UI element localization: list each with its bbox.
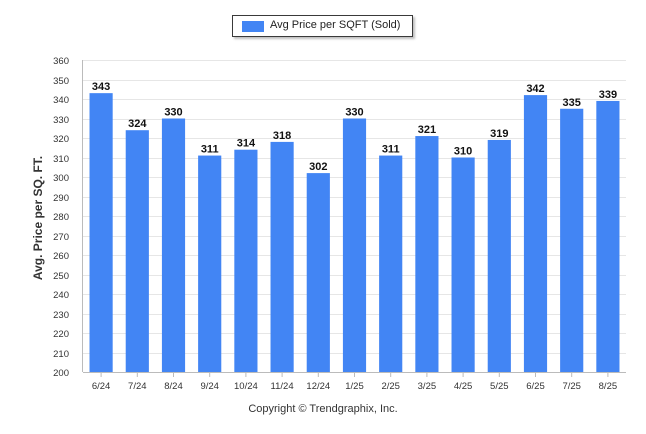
bar: [596, 100, 620, 372]
data-label: 311: [201, 144, 219, 156]
bar: [487, 139, 511, 372]
data-label: 318: [273, 130, 291, 142]
data-label: 321: [418, 124, 436, 136]
x-tick-label: 7/25: [562, 381, 581, 392]
y-tick-label: 330: [53, 115, 69, 126]
x-tick-label: 8/25: [599, 381, 618, 392]
y-tick-label: 350: [53, 76, 69, 87]
y-tick-label: 280: [53, 212, 69, 223]
x-tick-label: 1/25: [345, 381, 364, 392]
data-label: 335: [563, 97, 581, 109]
data-label: 343: [92, 81, 110, 93]
bar: [270, 141, 294, 372]
x-tick-label: 8/24: [164, 381, 183, 392]
data-label: 324: [128, 118, 147, 130]
bar: [451, 157, 475, 372]
y-tick-label: 360: [53, 56, 69, 67]
y-tick-label: 290: [53, 193, 69, 204]
x-tick-label: 12/24: [306, 381, 330, 392]
y-tick-label: 230: [53, 310, 69, 321]
data-label: 342: [526, 83, 544, 95]
bar: [306, 173, 330, 372]
x-tick-label: 4/25: [454, 381, 473, 392]
data-label: 319: [490, 128, 508, 140]
legend-label: Avg Price per SQFT (Sold): [270, 19, 401, 31]
data-label: 314: [237, 138, 256, 150]
y-tick-labels: 200 210 220 230 240 250 260 270 280 290 300 310 320 3…: [53, 56, 69, 379]
copyright-footer: Copyright © Trendgraphix, Inc.: [248, 403, 398, 415]
y-tick-label: 270: [53, 232, 69, 243]
x-tick-label: 6/25: [526, 381, 545, 392]
x-tick-label: 5/25: [490, 381, 509, 392]
bars: [89, 93, 620, 373]
bar: [523, 95, 548, 372]
bar: [161, 118, 186, 372]
data-label: 310: [454, 146, 472, 158]
x-tick-labels: 6/24 7/24 8/24 9/24 10/24 11/24 12/24 1/25 2/25 3…: [92, 381, 617, 392]
data-label: 330: [345, 107, 363, 119]
bar: [125, 130, 149, 372]
y-tick-label: 210: [53, 349, 69, 360]
y-tick-label: 200: [53, 368, 69, 379]
bar: [379, 155, 403, 372]
x-tick-label: 7/24: [128, 381, 147, 392]
y-tick-label: 300: [53, 173, 69, 184]
bar: [198, 155, 222, 372]
x-tick-label: 2/25: [381, 381, 400, 392]
axes: [82, 60, 626, 377]
x-tick-label: 11/24: [271, 381, 294, 392]
y-tick-label: 260: [53, 251, 69, 262]
chart-legend: Avg Price per SQFT (Sold): [232, 15, 413, 37]
bar: [234, 149, 258, 372]
y-tick-label: 220: [53, 329, 69, 340]
x-tick-label: 6/24: [92, 381, 111, 392]
y-tick-label: 250: [53, 271, 69, 282]
y-tick-label: 310: [53, 154, 69, 165]
data-label: 339: [599, 89, 617, 101]
legend-swatch: [242, 21, 264, 32]
bar: [560, 108, 584, 372]
y-axis-label: Avg. Price per SQ. FT.: [31, 156, 45, 280]
x-tick-label: 10/24: [234, 381, 258, 392]
data-labels: 343 324 330 311 314 318 302 330 311 321 310 319 342 3…: [92, 81, 617, 173]
y-tick-label: 340: [53, 95, 69, 106]
x-tick-label: 9/24: [200, 381, 219, 392]
data-label: 330: [164, 107, 182, 119]
data-label: 311: [382, 144, 400, 156]
y-tick-label: 320: [53, 134, 69, 145]
y-tick-label: 240: [53, 290, 69, 301]
bar: [89, 93, 113, 373]
data-label: 302: [309, 161, 327, 173]
x-tick-label: 3/25: [418, 381, 437, 392]
bar: [342, 118, 367, 372]
bar: [415, 136, 439, 372]
